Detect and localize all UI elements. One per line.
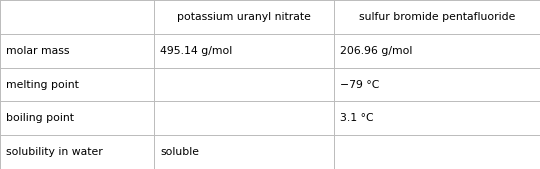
Text: 3.1 °C: 3.1 °C bbox=[340, 113, 374, 123]
Text: melting point: melting point bbox=[6, 79, 79, 90]
Text: boiling point: boiling point bbox=[6, 113, 75, 123]
Text: 495.14 g/mol: 495.14 g/mol bbox=[160, 46, 233, 56]
Text: −79 °C: −79 °C bbox=[340, 79, 380, 90]
Text: potassium uranyl nitrate: potassium uranyl nitrate bbox=[177, 12, 310, 22]
Text: soluble: soluble bbox=[160, 147, 199, 157]
Text: 206.96 g/mol: 206.96 g/mol bbox=[340, 46, 413, 56]
Text: molar mass: molar mass bbox=[6, 46, 70, 56]
Text: solubility in water: solubility in water bbox=[6, 147, 103, 157]
Text: sulfur bromide pentafluoride: sulfur bromide pentafluoride bbox=[359, 12, 515, 22]
